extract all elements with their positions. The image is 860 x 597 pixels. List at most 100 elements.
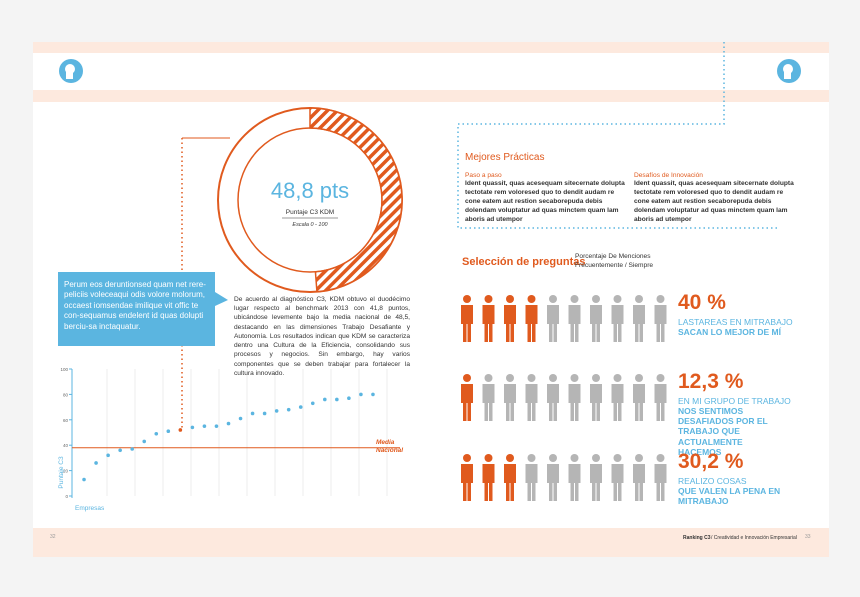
stat-value: 40 % xyxy=(678,291,726,314)
footer-title: / Creatividad e Innovación Empresarial xyxy=(711,535,797,541)
point xyxy=(238,416,243,421)
stat-caption-bold: NOS SENTIMOS DESAFIADOS POR EL TRABAJO Q… xyxy=(678,406,768,457)
icon-row xyxy=(547,295,667,342)
head xyxy=(527,454,536,462)
callout-box xyxy=(58,272,215,346)
head xyxy=(549,454,557,462)
point xyxy=(166,429,171,434)
person-icon xyxy=(633,454,645,501)
head xyxy=(656,295,665,303)
donut-label: Puntaje C3 KDM xyxy=(286,209,334,216)
body xyxy=(654,305,667,342)
body xyxy=(482,305,495,342)
person-icon xyxy=(590,374,602,421)
body xyxy=(654,384,667,421)
point xyxy=(262,411,267,416)
item-title: Desafíos de Innovación xyxy=(634,172,703,179)
head xyxy=(613,295,622,303)
head xyxy=(656,374,665,382)
reference-label: Media Nacional xyxy=(376,438,404,454)
person-icon xyxy=(611,454,624,501)
body xyxy=(633,305,645,342)
icon-highlighted xyxy=(461,454,516,501)
donut-scale: Escala 0 - 100 xyxy=(292,222,328,228)
page-number: 32 xyxy=(50,534,56,540)
point xyxy=(118,448,122,453)
item-text: Ident quassit, quas acesequam sitecernat… xyxy=(465,180,625,223)
person-icon xyxy=(482,295,495,342)
head xyxy=(484,374,493,382)
y-tick-label: 20 xyxy=(63,469,69,474)
y-label: Puntaje C3 xyxy=(58,456,65,489)
head xyxy=(570,454,579,462)
point xyxy=(190,425,195,430)
point xyxy=(214,424,219,428)
head xyxy=(549,295,557,303)
body xyxy=(482,384,495,421)
person-icon xyxy=(611,374,624,421)
body xyxy=(461,464,473,501)
person-icon xyxy=(568,454,581,501)
y-tick-label: 100 xyxy=(60,367,68,372)
stat-caption-bold: SACAN LO MEJOR DE MÍ xyxy=(678,327,781,337)
head xyxy=(592,454,600,462)
person-icon xyxy=(547,295,559,342)
person-icon xyxy=(461,374,473,421)
y-tick-label: 80 xyxy=(63,392,69,397)
body xyxy=(504,464,516,501)
y-tick-label: 0 xyxy=(65,494,68,499)
icon-highlighted xyxy=(461,295,538,342)
stat-caption: LASTAREAS EN MITRABAJO xyxy=(678,317,793,327)
point xyxy=(142,439,147,444)
y-tick-label: 60 xyxy=(63,418,69,423)
person-icon xyxy=(504,374,516,421)
body xyxy=(504,384,516,421)
dotted-frame xyxy=(457,42,780,229)
item-title: Paso a paso xyxy=(465,172,502,179)
body xyxy=(504,305,516,342)
person-icon xyxy=(504,295,516,342)
head xyxy=(527,374,536,382)
point xyxy=(202,424,207,428)
point xyxy=(335,397,339,402)
person-icon xyxy=(482,374,495,421)
point xyxy=(250,411,255,416)
body xyxy=(611,305,624,342)
body xyxy=(590,305,602,342)
point xyxy=(286,407,291,412)
person-icon xyxy=(461,295,473,342)
body xyxy=(525,305,538,342)
head xyxy=(613,374,622,382)
icon-row xyxy=(482,374,667,421)
icon xyxy=(777,59,801,83)
person-icon xyxy=(633,295,645,342)
person-icon xyxy=(547,374,559,421)
head xyxy=(484,295,493,303)
stat-caption: REALIZO COSAS xyxy=(678,476,747,486)
top-band xyxy=(33,42,829,53)
head xyxy=(570,374,579,382)
body xyxy=(590,384,602,421)
head xyxy=(506,295,514,303)
body xyxy=(568,305,581,342)
head xyxy=(506,374,514,382)
person-icon xyxy=(547,454,559,501)
point xyxy=(226,421,231,426)
person-icon xyxy=(590,295,602,342)
icon-row xyxy=(525,454,667,501)
body xyxy=(633,384,645,421)
point xyxy=(106,453,110,458)
body xyxy=(611,464,624,501)
point xyxy=(130,447,134,451)
subtitle: Porcentaje De Menciones Frecuentemente /… xyxy=(575,253,654,269)
head xyxy=(463,374,471,382)
person-icon xyxy=(654,295,667,342)
point xyxy=(178,428,183,432)
body xyxy=(633,464,645,501)
head xyxy=(635,295,643,303)
body xyxy=(547,464,559,501)
person-icon xyxy=(654,454,667,501)
stat-value: 12,3 % xyxy=(678,370,744,393)
item-text: Ident quassit, quas acesequam sitecernat… xyxy=(634,180,794,223)
header-band xyxy=(33,90,829,102)
